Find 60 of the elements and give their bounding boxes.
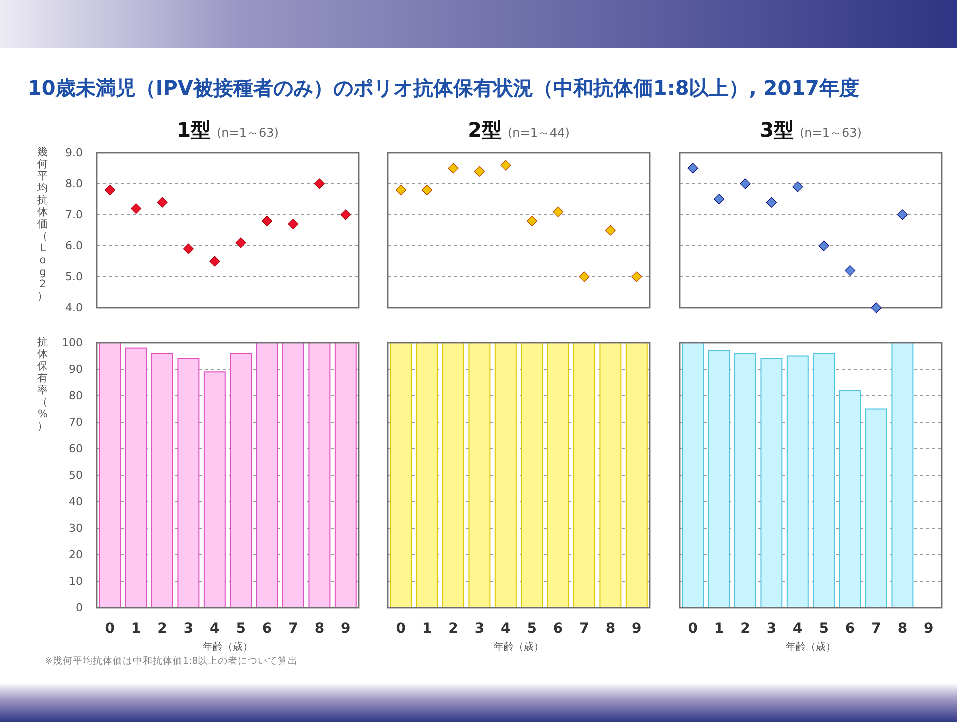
y-tick-label: 9.0 [66,146,83,160]
x-tick-label: 0 [105,621,116,637]
y-tick-label: 40 [69,496,83,508]
x-tick-label: 7 [288,621,298,637]
x-tick-label: 8 [606,621,616,637]
x-axis-title: 年齢（歳） [494,641,544,653]
x-tick-label: 6 [262,621,272,637]
chart-subtitle: (n=1～44) [508,126,570,140]
y-axis-title: 幾何平均抗体価（Log2） [38,146,48,302]
y-tick-label: 5.0 [66,270,83,284]
x-tick-label: 6 [845,621,856,637]
x-tick-label: 9 [632,621,642,637]
y-tick-label: 80 [69,390,83,402]
y-tick-label: 0 [76,602,83,614]
x-tick-label: 4 [793,621,804,637]
y-tick-label: 50 [69,469,83,482]
x-tick-label: 8 [898,621,908,637]
y-tick-label: 30 [69,522,83,535]
y-tick-label: 70 [69,416,83,429]
x-tick-label: 1 [714,621,724,637]
x-tick-label: 5 [819,621,829,637]
x-tick-label: 4 [501,621,512,637]
x-tick-label: 9 [924,621,934,637]
y-tick-label: 20 [69,548,83,562]
y-tick-label: 100 [62,336,83,350]
x-tick-label: 2 [740,621,750,637]
y-tick-label: 60 [69,442,83,456]
x-tick-label: 6 [553,621,564,637]
text: ※幾何平均抗体価は中和抗体価1:8以上の者について算出 [45,655,298,667]
text: 10歳未満児（IPV被接種者のみ）のポリオ抗体保有状況（中和抗体価1:8以上）, 2017年度 [28,76,860,100]
x-tick-label: 3 [766,621,777,637]
x-tick-label: 8 [314,621,325,637]
chart-subtitle: (n=1～63) [800,126,862,140]
x-tick-label: 2 [158,621,168,637]
y-tick-label: 7.0 [66,208,83,222]
x-tick-label: 3 [184,621,194,637]
y-tick-label: 90 [69,363,83,376]
x-tick-label: 5 [236,621,246,637]
x-axis-title: 年齢（歳） [786,641,836,653]
chart-title: 3型 [760,118,794,142]
x-tick-label: 1 [422,621,432,637]
y-tick-label: 6.0 [66,240,83,252]
x-axis-title: 年齢（歳） [203,641,253,653]
x-tick-label: 1 [131,621,142,637]
y-tick-label: 8.0 [66,178,83,190]
x-tick-label: 2 [448,621,458,637]
y-tick-label: 10 [69,575,83,588]
chart-title: 2型 [468,118,502,142]
chart-subtitle: (n=1～63) [216,126,279,140]
x-tick-label: 7 [872,621,882,637]
x-tick-label: 0 [688,621,698,637]
y-axis-title: 抗体保有率（%） [38,336,48,432]
x-tick-label: 5 [527,621,537,637]
x-tick-label: 4 [210,621,220,637]
x-tick-label: 0 [396,621,406,637]
y-tick-label: 4.0 [66,302,83,314]
chart-title: 1型 [177,118,211,142]
x-tick-label: 9 [341,621,351,637]
x-tick-label: 3 [474,621,485,637]
x-tick-label: 7 [580,621,590,637]
